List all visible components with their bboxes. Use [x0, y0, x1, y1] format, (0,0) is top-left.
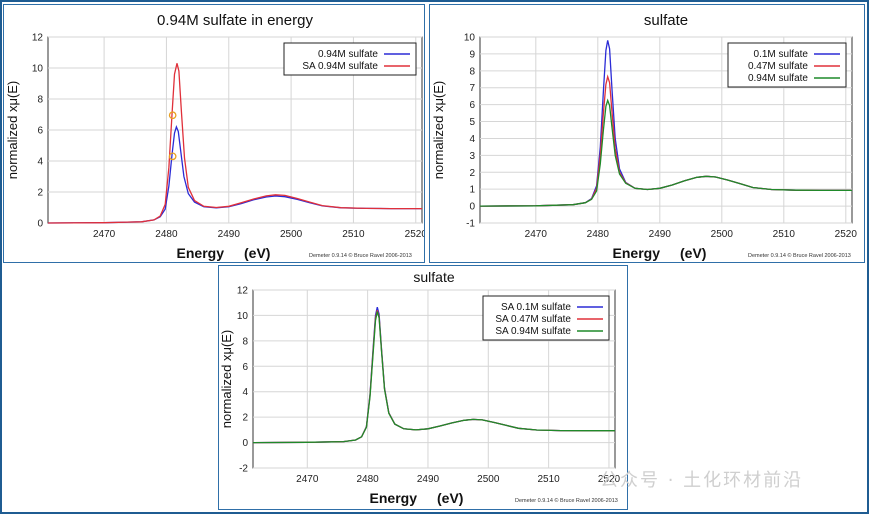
y-tick-label: 12	[237, 286, 249, 297]
y-tick-label: 6	[37, 126, 43, 137]
series-line-2	[47, 63, 422, 224]
y-tick-label: 0	[37, 219, 43, 230]
y-tick-label: 5	[469, 117, 475, 128]
y-tick-label: 8	[469, 66, 475, 77]
y-tick-label: -2	[239, 464, 248, 475]
legend-label: SA 0.1M sulfate	[501, 302, 571, 313]
y-tick-label: 2	[242, 413, 248, 424]
x-tick-label: 2470	[525, 229, 548, 240]
legend-label: 0.47M sulfate	[748, 61, 808, 72]
x-tick-label: 2470	[296, 474, 319, 485]
x-tick-label: 2490	[649, 229, 672, 240]
y-tick-label: 8	[242, 336, 248, 347]
chart-2: sulfate 2470 2480 2490 2500 2510 2520 -1 0 1 2 3 4 5 6…	[431, 12, 858, 261]
legend-label: SA 0.94M sulfate	[495, 326, 571, 337]
x-tick-label: 2500	[477, 474, 500, 485]
y-axis-label: normalized xμ(E)	[5, 81, 20, 180]
legend-label: 0.94M sulfate	[748, 73, 808, 84]
x-axis-unit: (eV)	[244, 245, 270, 261]
y-tick-label: 4	[37, 157, 43, 168]
x-tick-label: 2510	[773, 229, 796, 240]
legend-box	[283, 42, 417, 76]
watermark: 公众号 · 土化环材前沿	[600, 470, 804, 491]
x-tick-label: 2490	[417, 474, 440, 485]
x-axis-label: Energy	[370, 490, 418, 506]
marker-point	[168, 152, 177, 161]
x-tick-label: 2510	[342, 229, 365, 240]
x-axis-unit: (eV)	[680, 245, 706, 261]
credit-text: Demeter 0.9.14 © Bruce Ravel 2006-2013	[748, 252, 851, 259]
y-tick-label: 4	[469, 134, 475, 145]
x-tick-label: 2480	[155, 229, 178, 240]
y-tick-label: 10	[237, 311, 249, 322]
y-axis-label: normalized xμ(E)	[431, 81, 446, 180]
chart-panel-3: sulfate 2470 2480 2490 2500 2510 2520 -2 0 2 4 6 8 10…	[218, 265, 628, 510]
chart-title: sulfate	[413, 269, 454, 285]
chart-panel-1: 0.94M sulfate in energy 2470 2480 2490 2500 2…	[3, 4, 427, 263]
y-tick-label: 8	[37, 95, 43, 106]
series-line-3	[252, 311, 615, 444]
y-axis-label: normalized xμ(E)	[219, 330, 234, 429]
legend-box	[482, 295, 610, 341]
y-tick-label: 6	[469, 100, 475, 111]
y-tick-label: 4	[242, 387, 248, 398]
y-tick-label: 2	[469, 168, 475, 179]
chart-3: sulfate 2470 2480 2490 2500 2510 2520 -2 0 2 4 6 8 10…	[219, 269, 621, 506]
series-line-3	[479, 98, 852, 207]
y-tick-label: 10	[32, 64, 44, 75]
credit-text: Demeter 0.9.14 © Bruce Ravel 2006-2013	[309, 252, 412, 259]
y-tick-label: 3	[469, 151, 475, 162]
chart-title: 0.94M sulfate in energy	[157, 12, 313, 29]
x-tick-label: 2480	[357, 474, 380, 485]
x-axis-label: Energy	[177, 245, 225, 261]
x-tick-label: 2470	[93, 229, 116, 240]
marker-point	[168, 111, 177, 120]
legend-label: 0.1M sulfate	[754, 49, 809, 60]
credit-text: Demeter 0.9.14 © Bruce Ravel 2006-2013	[515, 497, 618, 504]
y-tick-label: 0	[242, 438, 248, 449]
legend-label: SA 0.47M sulfate	[495, 314, 571, 325]
y-tick-label: 0	[469, 202, 475, 213]
x-tick-label: 2510	[538, 474, 561, 485]
chart-panel-2: sulfate 2470 2480 2490 2500 2510 2520 -1 0 1 2 3 4 5 6…	[429, 4, 865, 263]
x-tick-label: 2500	[280, 229, 303, 240]
chart-title: sulfate	[644, 12, 688, 29]
x-tick-label: 2520	[405, 229, 424, 240]
x-tick-label: 2480	[587, 229, 610, 240]
legend-label: SA 0.94M sulfate	[302, 61, 378, 72]
x-tick-label: 2520	[835, 229, 858, 240]
y-tick-label: 7	[469, 83, 475, 94]
x-axis-unit: (eV)	[437, 490, 463, 506]
x-tick-label: 2490	[218, 229, 241, 240]
y-tick-label: 9	[469, 49, 475, 60]
y-tick-label: -1	[466, 219, 475, 230]
legend-label: 0.94M sulfate	[318, 49, 378, 60]
x-axis-label: Energy	[613, 245, 661, 261]
y-tick-label: 1	[469, 185, 475, 196]
y-tick-label: 12	[32, 33, 44, 44]
x-tick-label: 2500	[711, 229, 734, 240]
y-tick-label: 2	[37, 188, 43, 199]
y-tick-label: 10	[464, 33, 476, 44]
x-tick-label: 2520	[598, 474, 621, 485]
legend-box	[727, 42, 847, 88]
y-tick-label: 6	[242, 362, 248, 373]
